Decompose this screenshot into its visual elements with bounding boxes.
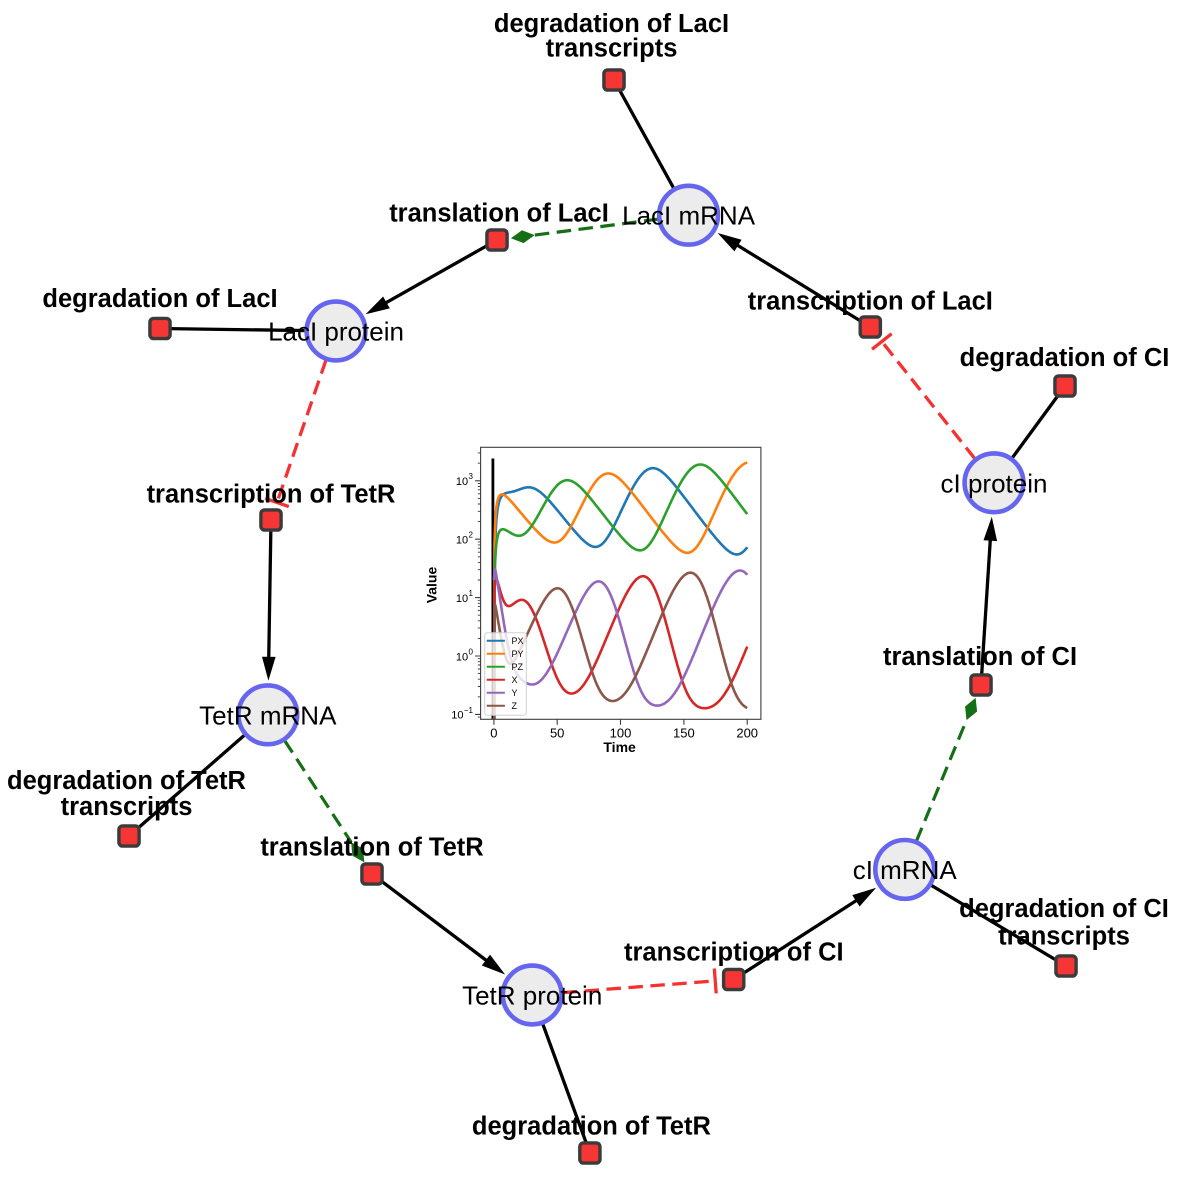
svg-text:degradation of TetR: degradation of TetR — [472, 1112, 711, 1140]
svg-text:150: 150 — [673, 725, 695, 740]
svg-text:Y: Y — [512, 688, 518, 698]
svg-text:translation of CI: translation of CI — [883, 643, 1077, 671]
svg-text:PX: PX — [512, 636, 524, 646]
svg-text:2: 2 — [469, 531, 474, 540]
svg-text:degradation of CI: degradation of CI — [960, 344, 1170, 372]
svg-text:3: 3 — [469, 472, 474, 481]
svg-text:LacI mRNA: LacI mRNA — [622, 201, 756, 231]
svg-text:transcription of TetR: transcription of TetR — [147, 481, 396, 509]
svg-text:translation of LacI: translation of LacI — [389, 200, 609, 228]
svg-text:LacI protein: LacI protein — [268, 317, 404, 347]
svg-text:PZ: PZ — [512, 662, 524, 672]
svg-text:cI mRNA: cI mRNA — [853, 855, 958, 885]
svg-text:TetR mRNA: TetR mRNA — [199, 700, 337, 730]
svg-text:X: X — [512, 675, 518, 685]
svg-text:PY: PY — [512, 649, 524, 659]
svg-text:translation of TetR: translation of TetR — [260, 834, 483, 862]
svg-text:transcripts: transcripts — [61, 793, 193, 821]
svg-text:−1: −1 — [464, 706, 474, 715]
svg-text:10: 10 — [451, 710, 463, 722]
svg-text:transcription of LacI: transcription of LacI — [748, 288, 993, 316]
svg-text:200: 200 — [736, 725, 758, 740]
svg-text:10: 10 — [456, 535, 468, 547]
svg-text:100: 100 — [610, 725, 632, 740]
svg-text:10: 10 — [456, 651, 468, 663]
svg-text:TetR protein: TetR protein — [462, 981, 602, 1011]
svg-text:transcription of CI: transcription of CI — [624, 938, 844, 966]
svg-text:0: 0 — [490, 725, 497, 740]
svg-text:cI protein: cI protein — [941, 468, 1048, 498]
svg-text:transcripts: transcripts — [546, 35, 678, 63]
svg-text:degradation of TetR: degradation of TetR — [7, 767, 246, 795]
svg-text:Value: Value — [424, 567, 440, 604]
svg-text:Time: Time — [603, 739, 636, 755]
svg-text:degradation of LacI: degradation of LacI — [494, 10, 729, 38]
svg-text:10: 10 — [456, 476, 468, 488]
svg-text:Z: Z — [512, 701, 518, 711]
svg-text:transcripts: transcripts — [998, 923, 1130, 951]
svg-text:10: 10 — [456, 593, 468, 605]
svg-text:50: 50 — [550, 725, 564, 740]
svg-text:1: 1 — [469, 589, 474, 598]
svg-text:0: 0 — [469, 647, 474, 656]
svg-text:degradation of CI: degradation of CI — [959, 895, 1169, 923]
svg-text:degradation of LacI: degradation of LacI — [42, 285, 277, 313]
